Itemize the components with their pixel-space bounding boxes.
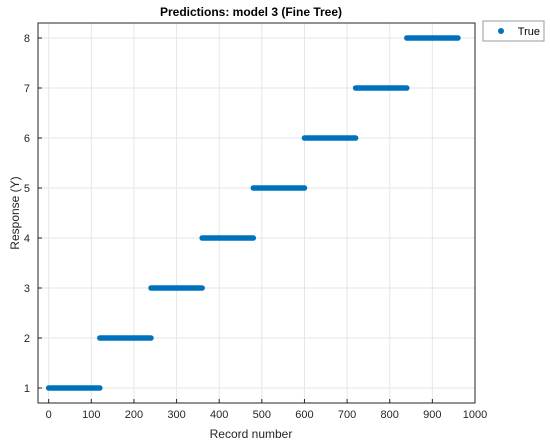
y-tick-label: 2	[24, 333, 30, 345]
legend: True	[482, 20, 545, 42]
axes: 0 100 200 300 400 500 600 700 800 900 1000 1 2 3 4 5 6 7 8	[24, 33, 487, 421]
x-tick-label: 400	[210, 409, 228, 421]
legend-entry-true: True	[518, 26, 540, 38]
x-tick-label: 1000	[463, 409, 487, 421]
x-tick-label: 0	[46, 409, 52, 421]
x-tick-label: 600	[295, 409, 313, 421]
y-tick-label: 3	[24, 283, 30, 295]
x-tick-label: 900	[423, 409, 441, 421]
y-axis-label: Response (Y)	[8, 176, 22, 249]
x-tick-label: 200	[125, 409, 143, 421]
legend-box	[482, 20, 545, 42]
y-tick-label: 6	[24, 133, 30, 145]
x-tick-label: 500	[253, 409, 271, 421]
x-tick-label: 100	[82, 409, 100, 421]
x-axis-label: Record number	[210, 427, 293, 441]
x-tick-label: 300	[167, 409, 185, 421]
series-true	[45, 35, 461, 391]
plot-area-frame	[37, 22, 476, 404]
grid-lines	[38, 23, 476, 403]
y-tick-label: 8	[24, 33, 30, 45]
chart-title: Predictions: model 3 (Fine Tree)	[160, 5, 342, 19]
y-tick-label: 5	[24, 183, 30, 195]
x-tick-label: 800	[381, 409, 399, 421]
y-tick-label: 1	[24, 383, 30, 395]
y-tick-label: 7	[24, 83, 30, 95]
legend-marker	[498, 28, 504, 34]
x-tick-label: 700	[338, 409, 356, 421]
y-tick-label: 4	[24, 233, 30, 245]
